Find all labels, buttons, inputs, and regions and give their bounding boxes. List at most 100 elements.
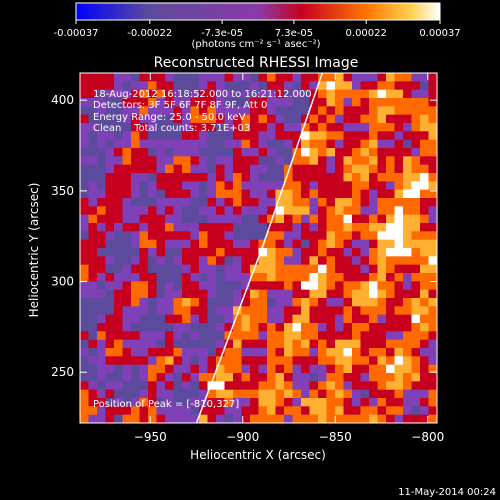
heatmap-cell: [335, 89, 344, 99]
heatmap-cell: [80, 381, 89, 391]
heatmap-cell: [156, 306, 166, 316]
y-axis-label: Heliocentric Y (arcsec): [27, 183, 41, 318]
heatmap-cell: [326, 139, 336, 149]
heatmap-cell: [148, 406, 157, 416]
heatmap-cell: [326, 364, 336, 374]
heatmap-cell: [275, 123, 285, 132]
heatmap-cell: [428, 214, 437, 224]
heatmap-cell: [360, 373, 370, 382]
heatmap-cell: [139, 239, 149, 249]
heatmap-cell: [216, 248, 225, 257]
heatmap-cell: [173, 173, 183, 182]
heatmap-cell: [360, 348, 370, 357]
heatmap-cell: [199, 273, 208, 282]
heatmap-cell: [275, 164, 285, 174]
heatmap-cell: [386, 389, 395, 399]
heatmap-cell: [207, 189, 217, 199]
heatmap-cell: [318, 239, 327, 249]
heatmap-cell: [114, 89, 123, 99]
heatmap-cell: [284, 256, 293, 266]
heatmap-cell: [267, 264, 276, 274]
heatmap-cell: [224, 123, 234, 132]
heatmap-cell: [165, 123, 174, 132]
heatmap-cell: [199, 81, 208, 91]
heatmap-cell: [224, 198, 234, 207]
heatmap-cell: [369, 198, 378, 207]
heatmap-cell: [292, 248, 302, 257]
annotation-peak-position: Position of Peak = [-810,327]: [93, 399, 239, 410]
heatmap-cell: [386, 98, 395, 107]
heatmap-cell: [224, 356, 234, 366]
heatmap-cell: [241, 264, 251, 274]
heatmap-cell: [148, 323, 157, 332]
heatmap-cell: [360, 339, 370, 349]
heatmap-cell: [148, 164, 157, 174]
heatmap-cell: [428, 298, 437, 307]
heatmap-cell: [309, 231, 319, 241]
heatmap-cell: [420, 356, 429, 366]
heatmap-cell: [284, 189, 293, 199]
heatmap-cell: [326, 81, 336, 91]
heatmap-cell: [233, 139, 242, 149]
heatmap-cell: [105, 148, 115, 157]
heatmap-cell: [343, 231, 353, 241]
heatmap-cell: [114, 331, 123, 341]
heatmap-cell: [148, 256, 157, 266]
heatmap-cell: [224, 164, 234, 174]
heatmap-cell: [258, 331, 268, 341]
heatmap-cell: [267, 323, 276, 332]
heatmap-cell: [182, 331, 191, 341]
heatmap-cell: [403, 231, 412, 241]
colorbar-tick-label: -0.00022: [127, 28, 172, 39]
heatmap-cell: [258, 281, 268, 291]
heatmap-cell: [233, 256, 242, 266]
heatmap-cell: [250, 89, 259, 99]
heatmap-cell: [326, 356, 336, 366]
heatmap-cell: [122, 131, 132, 141]
heatmap-cell: [335, 398, 344, 407]
heatmap-cell: [122, 231, 132, 241]
heatmap-cell: [403, 181, 412, 191]
heatmap-cell: [386, 148, 395, 157]
heatmap-cell: [326, 406, 336, 416]
heatmap-cell: [173, 139, 183, 149]
heatmap-cell: [318, 331, 327, 341]
heatmap-cell: [360, 306, 370, 316]
heatmap-cell: [301, 231, 310, 241]
heatmap-cell: [335, 239, 344, 249]
heatmap-cell: [318, 164, 327, 174]
heatmap-cell: [122, 364, 132, 374]
heatmap-cell: [139, 339, 149, 349]
heatmap-cell: [241, 298, 251, 307]
heatmap-cell: [122, 139, 132, 149]
heatmap-cell: [258, 139, 268, 149]
heatmap-cell: [148, 131, 157, 141]
heatmap-cell: [88, 323, 98, 332]
heatmap-cell: [105, 348, 115, 357]
heatmap-cell: [80, 223, 89, 232]
heatmap-cell: [360, 364, 370, 374]
heatmap-cell: [114, 281, 123, 291]
heatmap-cell: [131, 364, 140, 374]
heatmap-cell: [352, 189, 361, 199]
heatmap-cell: [156, 406, 166, 416]
heatmap-cell: [292, 256, 302, 266]
heatmap-cell: [139, 281, 149, 291]
heatmap-cell: [97, 248, 106, 257]
heatmap-cell: [105, 356, 115, 366]
heatmap-cell: [190, 406, 200, 416]
heatmap-cell: [173, 148, 183, 157]
heatmap-cell: [173, 198, 183, 207]
heatmap-cell: [352, 273, 361, 282]
heatmap-cell: [360, 114, 370, 124]
heatmap-cell: [411, 206, 421, 216]
heatmap-cell: [369, 298, 378, 307]
heatmap-cell: [88, 281, 98, 291]
heatmap-cell: [148, 331, 157, 341]
heatmap-cell: [173, 406, 183, 416]
heatmap-cell: [284, 414, 293, 423]
heatmap-cell: [309, 106, 319, 116]
heatmap-cell: [309, 189, 319, 199]
heatmap-cell: [411, 114, 421, 124]
heatmap-cell: [80, 198, 89, 207]
